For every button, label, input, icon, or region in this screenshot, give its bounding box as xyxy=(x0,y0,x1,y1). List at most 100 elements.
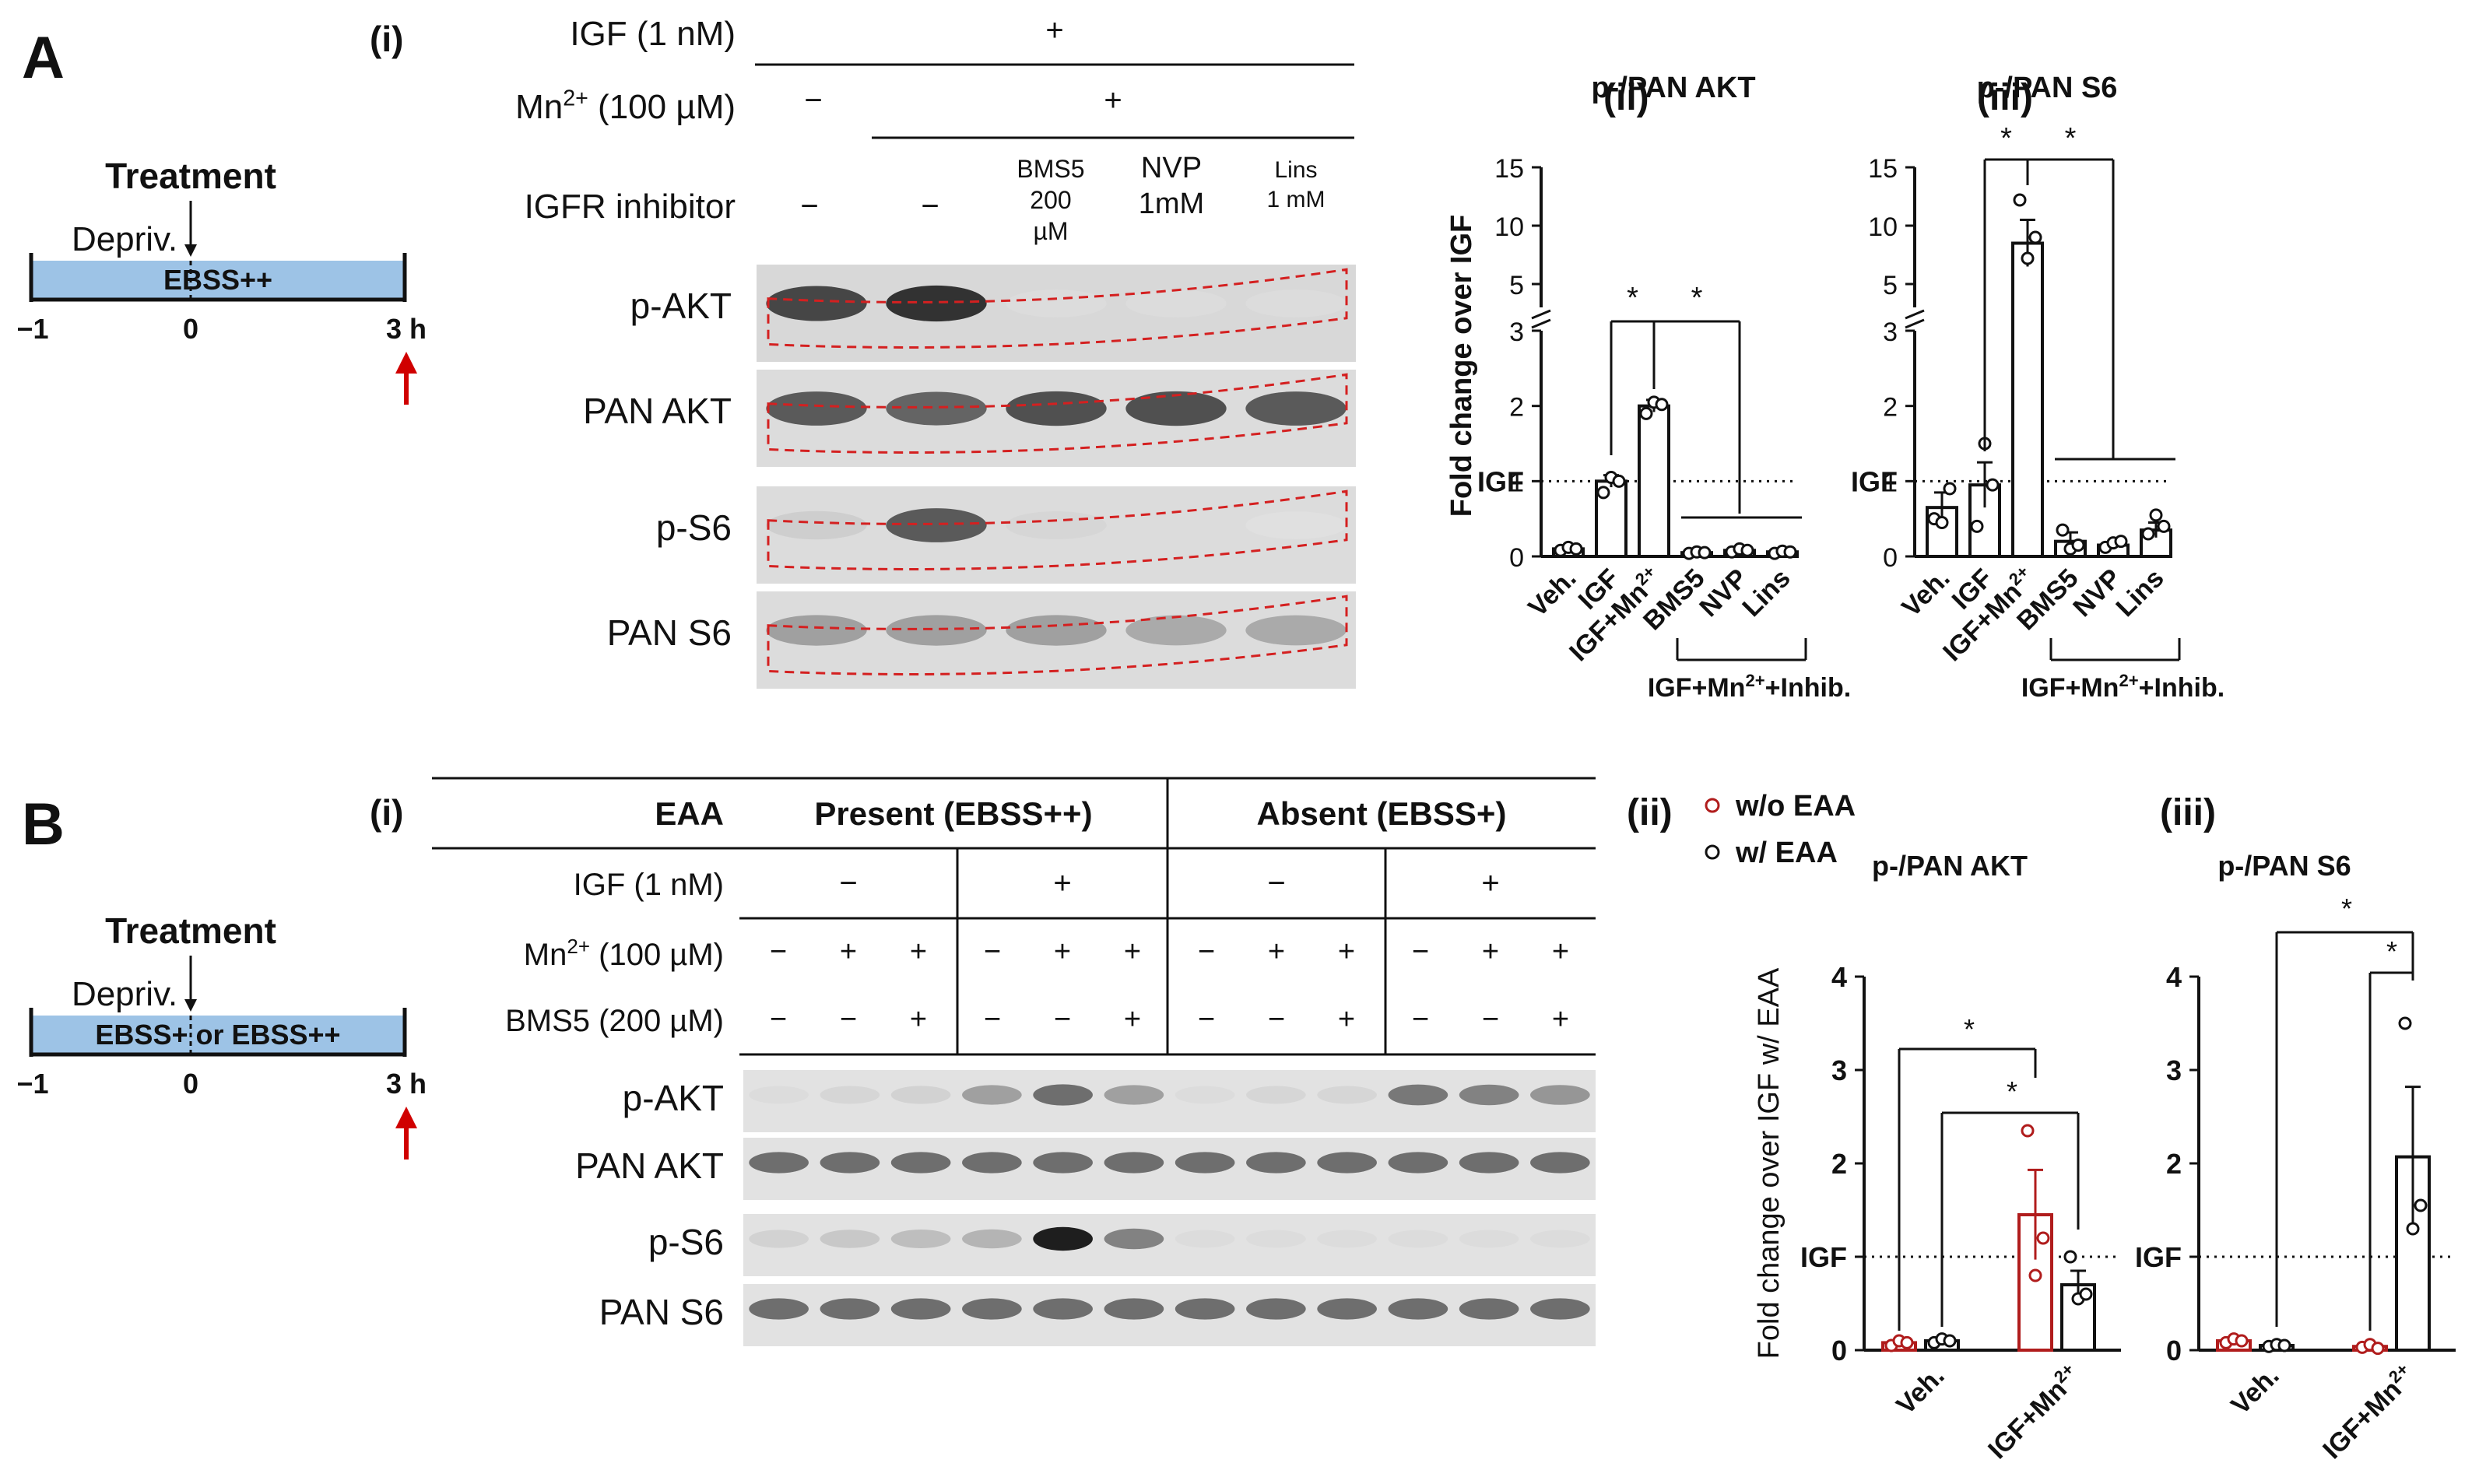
blot-band xyxy=(962,1152,1022,1174)
tick-label: 3 h xyxy=(386,1068,427,1100)
sig-star: * xyxy=(2000,122,2012,155)
y-tick-label: 5 xyxy=(1509,271,1524,300)
x-tick-label: NVP xyxy=(1694,563,1753,623)
data-point xyxy=(2406,1222,2420,1236)
condition-label: IGF (1 nM) xyxy=(570,15,736,53)
blot-band xyxy=(1033,1226,1093,1251)
blot-row-label: p-S6 xyxy=(648,1222,724,1262)
subpanel-label: (ii) xyxy=(1603,77,1649,118)
subpanel-label: (i) xyxy=(370,792,403,833)
x-tick-label: Veh. xyxy=(1522,563,1582,623)
blot-strip xyxy=(743,1070,1596,1132)
y-tick-label: 4 xyxy=(1831,961,1847,993)
condition-mark: + xyxy=(840,935,857,968)
blot-band xyxy=(886,615,987,646)
tick-label: 0 xyxy=(183,313,198,345)
condition-label: Mn2+ (100 µM) xyxy=(515,86,736,126)
blot-band xyxy=(1104,1152,1164,1174)
y-axis-label: Fold change over IGF xyxy=(1445,215,1478,517)
medium-label: EBSS++ xyxy=(163,264,272,296)
treatment-label: Treatment xyxy=(105,910,276,951)
blot-band xyxy=(886,508,987,542)
reference-label: IGF xyxy=(2135,1241,2182,1273)
blot-band xyxy=(820,1298,880,1320)
medium-bar xyxy=(31,1016,405,1054)
blot-strip xyxy=(743,1138,1596,1200)
chart-title: p-/PAN S6 xyxy=(1977,72,2118,104)
treatment-arrow-head xyxy=(184,244,197,257)
legend-with: w/ EAA xyxy=(1735,837,1838,869)
data-point xyxy=(1943,482,1957,496)
roi-outline xyxy=(767,268,1348,349)
blot-band xyxy=(1104,1228,1164,1250)
treatment-arrow-head xyxy=(184,999,197,1012)
blot-row-label: PAN AKT xyxy=(575,1145,724,1186)
y-tick-label: 10 xyxy=(1868,212,1898,242)
y-tick-label: 0 xyxy=(1883,543,1898,573)
condition-mark: + xyxy=(910,1003,927,1036)
blot-band xyxy=(1246,1086,1306,1104)
bar xyxy=(1595,479,1628,558)
condition-mark: + xyxy=(1481,866,1499,900)
blot-band xyxy=(890,1230,951,1248)
condition-mark: − xyxy=(1054,1003,1071,1036)
blot-band xyxy=(1033,1298,1093,1320)
chart-title: p-/PAN AKT xyxy=(1591,72,1755,104)
condition-mark: − xyxy=(840,1003,857,1036)
chart-title: p-/PAN S6 xyxy=(2217,850,2351,882)
data-point xyxy=(1740,543,1754,557)
condition-mark: − xyxy=(839,866,857,900)
blot-band xyxy=(962,1298,1022,1320)
condition-mark: − xyxy=(1482,1003,1499,1036)
data-point xyxy=(2021,251,2035,265)
blot-band xyxy=(1388,1084,1448,1106)
eaa-present: Present (EBSS++) xyxy=(814,795,1092,832)
x-tick-label: Lins xyxy=(1736,563,1796,623)
data-point xyxy=(2056,523,2070,537)
condition-mark: + xyxy=(1338,935,1355,968)
data-point xyxy=(1655,398,1669,412)
condition-mark: − xyxy=(984,1003,1001,1036)
blot-band xyxy=(1317,1230,1377,1248)
blot-band xyxy=(1006,391,1107,426)
blot-band xyxy=(766,615,867,646)
blot-band xyxy=(1125,511,1227,539)
subpanel-label: (i) xyxy=(370,19,403,59)
blot-band xyxy=(766,510,867,540)
sample-arrow-head xyxy=(395,1107,417,1128)
blot-band xyxy=(886,391,987,426)
panel-letter-B: B xyxy=(22,791,65,858)
data-point xyxy=(1596,486,1610,500)
data-point xyxy=(2235,1334,2249,1348)
blot-band xyxy=(1246,1298,1306,1320)
subpanel-label: (iii) xyxy=(2160,792,2216,833)
condition-mark: − xyxy=(1412,1003,1429,1036)
blot-band xyxy=(1033,1152,1093,1174)
condition-mark: + xyxy=(1552,1003,1569,1036)
inhibitor-label: Lins xyxy=(1274,157,1317,183)
condition-mark: − xyxy=(800,189,818,223)
blot-band xyxy=(749,1298,809,1320)
condition-mark: + xyxy=(910,935,927,968)
blot-band xyxy=(766,286,867,321)
blot-band xyxy=(1006,511,1107,539)
blot-band xyxy=(820,1086,880,1104)
depriv-label: Depriv. xyxy=(72,975,177,1013)
data-point xyxy=(2277,1338,2291,1352)
blot-band xyxy=(1459,1230,1519,1248)
x-tick-label: NVP xyxy=(2067,563,2126,623)
blot-band xyxy=(1245,511,1347,539)
condition-mark: − xyxy=(804,83,822,118)
y-tick-label: 1 xyxy=(1883,468,1898,497)
roi-outline xyxy=(767,489,1348,570)
data-point xyxy=(2371,1342,2385,1356)
blot-band xyxy=(1388,1152,1448,1174)
data-point xyxy=(2398,1016,2412,1030)
data-point xyxy=(2071,539,2085,552)
y-tick-label: 3 xyxy=(1509,317,1524,347)
data-point xyxy=(2079,1287,2093,1301)
blot-band xyxy=(890,1152,951,1174)
sig-star: * xyxy=(2065,122,2077,155)
reference-label: IGF xyxy=(1477,465,1524,497)
blot-band xyxy=(820,1230,880,1248)
